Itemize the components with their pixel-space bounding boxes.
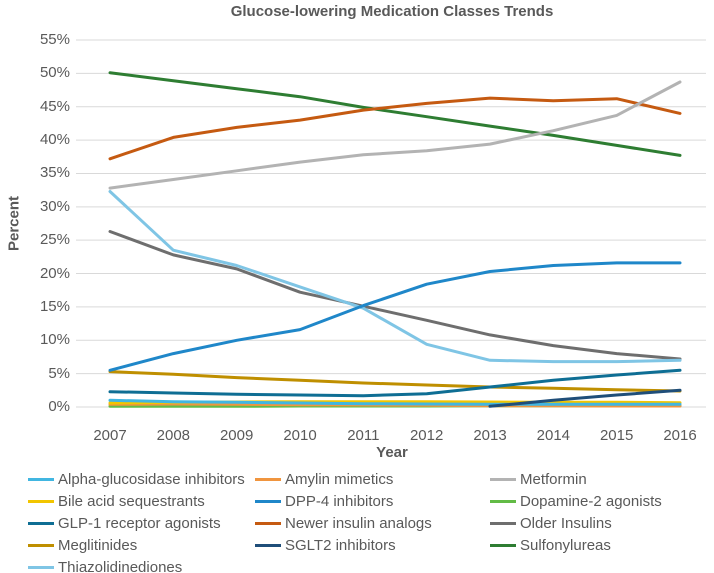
legend-swatch-icon — [255, 477, 281, 481]
series-line-thiazolidinediones — [108, 190, 682, 364]
legend-swatch-icon — [28, 565, 54, 569]
legend-item: Bile acid sequestrants — [28, 491, 205, 511]
legend-label: Alpha-glucosidase inhibitors — [58, 470, 245, 488]
legend-item: Alpha-glucosidase inhibitors — [28, 469, 245, 489]
series-line-older-insulins — [108, 230, 682, 361]
x-tick-label: 2007 — [93, 427, 127, 444]
legend-label: DPP-4 inhibitors — [285, 492, 394, 510]
y-tick-label: 55% — [39, 31, 70, 48]
legend-label: Newer insulin analogs — [285, 514, 432, 532]
legend-label: Meglitinides — [58, 536, 138, 554]
series-line-newer-insulin-analogs — [108, 96, 682, 161]
legend-swatch-icon — [255, 543, 281, 547]
legend-label: Bile acid sequestrants — [58, 492, 205, 510]
x-axis-title: Year — [376, 444, 408, 461]
legend-item: DPP-4 inhibitors — [255, 491, 393, 511]
legend-item: Metformin — [490, 469, 587, 489]
legend-label: Thiazolidinediones — [58, 558, 183, 573]
y-tick-label: 5% — [48, 364, 70, 382]
legend-swatch-icon — [255, 521, 281, 525]
series-line-sulfonylureas — [108, 71, 682, 157]
series-line-metformin — [108, 80, 682, 190]
legend-swatch-icon — [28, 543, 54, 547]
y-tick-label: 40% — [39, 131, 70, 149]
y-tick-label: 45% — [39, 97, 70, 115]
legend-label: SGLT2 inhibitors — [285, 536, 396, 554]
legend-swatch-icon — [490, 543, 516, 547]
legend-label: Sulfonylureas — [520, 536, 611, 554]
series-line-glp-1-receptor-agonists — [108, 368, 682, 398]
series-line-meglitinides — [108, 370, 682, 393]
legend-item: Thiazolidinediones — [28, 557, 182, 573]
y-tick-label: 15% — [39, 297, 70, 315]
series-line-alpha-glucosidase-inhibitors — [108, 398, 682, 406]
x-tick-label: 2015 — [599, 427, 634, 444]
legend-label: Dopamine-2 agonists — [520, 492, 662, 510]
legend-item: Sulfonylureas — [490, 535, 611, 555]
legend-label: Metformin — [520, 470, 587, 488]
legend-label: GLP-1 receptor agonists — [58, 514, 221, 532]
series-line-sglt2-inhibitors — [488, 388, 682, 408]
x-tick-label: 2011 — [347, 427, 380, 444]
legend-swatch-icon — [490, 499, 516, 503]
legend-item: GLP-1 receptor agonists — [28, 513, 221, 533]
series-line-dpp-4-inhibitors — [108, 261, 682, 372]
x-tick-label: 2010 — [283, 427, 317, 444]
legend-item: Dopamine-2 agonists — [490, 491, 662, 511]
legend-label: Amylin mimetics — [285, 470, 394, 488]
y-tick-label: 30% — [39, 197, 70, 215]
legend-swatch-icon — [490, 477, 516, 481]
legend-swatch-icon — [490, 521, 516, 525]
x-tick-label: 2014 — [536, 427, 571, 444]
legend-item: Amylin mimetics — [255, 469, 393, 489]
legend-swatch-icon — [28, 477, 54, 481]
y-tick-label: 20% — [39, 264, 70, 282]
legend-item: Newer insulin analogs — [255, 513, 432, 533]
x-tick-label: 2012 — [409, 427, 444, 444]
legend-swatch-icon — [255, 499, 281, 503]
y-tick-label: 25% — [39, 231, 70, 249]
x-tick-label: 2013 — [473, 427, 507, 444]
y-tick-label: 50% — [39, 64, 70, 82]
x-tick-label: 2016 — [663, 427, 697, 444]
y-tick-label: 35% — [39, 164, 70, 182]
x-tick-label: 2009 — [219, 427, 254, 444]
legend-item: Meglitinides — [28, 535, 137, 555]
y-tick-label: 0% — [48, 398, 70, 415]
chart-title: Glucose-lowering Medication Classes Tren… — [230, 3, 554, 20]
legend-swatch-icon — [28, 521, 54, 525]
y-tick-label: 10% — [39, 331, 70, 349]
legend-swatch-icon — [28, 499, 54, 503]
legend-label: Older Insulins — [520, 514, 612, 532]
x-tick-label: 2008 — [156, 427, 191, 444]
legend-item: SGLT2 inhibitors — [255, 535, 396, 555]
legend-item: Older Insulins — [490, 513, 612, 533]
